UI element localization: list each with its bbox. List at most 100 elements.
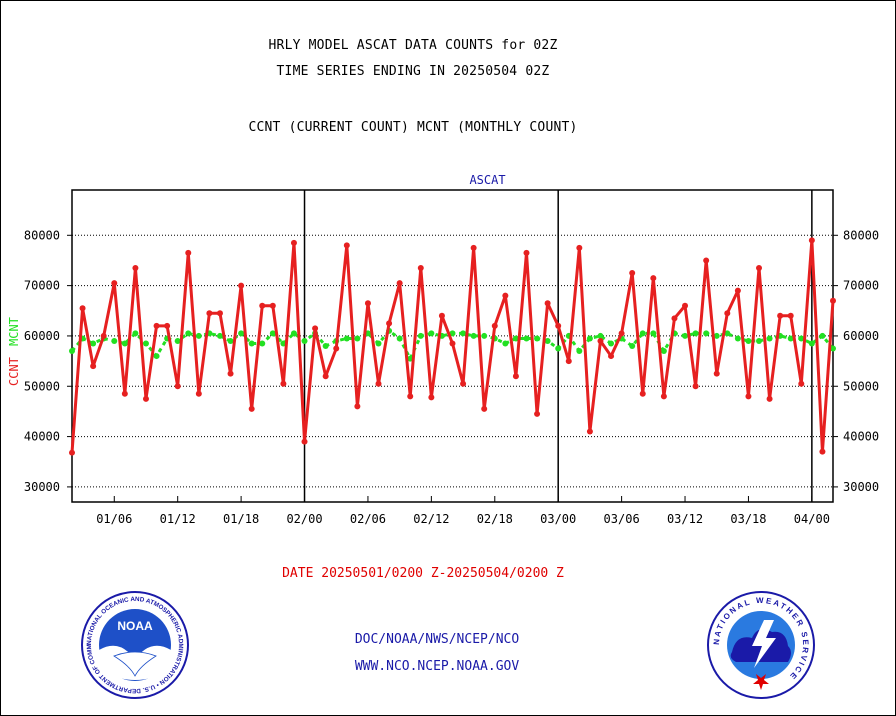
data-point-ccnt [90,363,97,370]
y-tick-label-left: 40000 [24,430,60,444]
data-point-ccnt [333,345,340,352]
data-point-mcnt [512,335,519,342]
y-axis-label-mcnt: MCNT [7,317,21,346]
data-point-ccnt [639,390,646,397]
y-tick-label-right: 40000 [843,430,879,444]
data-point-ccnt [69,449,75,456]
data-point-mcnt [586,335,593,342]
data-point-mcnt [819,332,826,339]
data-point-mcnt [660,348,667,355]
data-point-mcnt [756,337,763,344]
x-tick-label: 02/12 [413,512,449,526]
data-point-mcnt [238,330,245,337]
website-label: WWW.NCO.NCEP.NOAA.GOV [354,659,520,674]
data-point-ccnt [650,275,657,282]
data-point-ccnt [565,358,572,365]
data-point-mcnt [534,335,541,342]
data-point-ccnt [195,390,202,397]
data-point-ccnt [174,383,181,390]
data-point-ccnt [629,270,636,277]
data-point-ccnt [111,280,118,287]
data-point-ccnt [449,340,456,347]
data-point-mcnt [703,330,710,337]
data-point-ccnt [470,244,477,251]
data-point-ccnt [238,282,245,289]
data-point-mcnt [111,337,118,344]
data-point-mcnt [322,343,329,349]
data-point-ccnt [502,292,509,299]
data-point-ccnt [322,373,329,380]
data-point-ccnt [312,325,319,332]
data-point-mcnt [259,340,266,347]
data-point-mcnt [830,345,836,352]
data-point-ccnt [290,239,297,246]
data-point-ccnt [417,265,424,271]
y-tick-label-left: 50000 [24,379,60,393]
data-point-mcnt [460,330,467,337]
data-point-ccnt [227,370,234,377]
data-point-ccnt [269,302,276,309]
data-point-ccnt [132,265,139,271]
x-tick-label: 03/12 [667,512,703,526]
x-tick-label: 03/00 [540,512,576,526]
data-point-ccnt [534,410,541,417]
chart-title-line-1: HRLY MODEL ASCAT DATA COUNTS for 02Z [268,38,558,53]
data-point-mcnt [766,335,773,342]
x-tick-label: 02/06 [350,512,386,526]
y-tick-label-right: 70000 [843,279,879,293]
y-tick-label-left: 60000 [24,329,60,343]
y-tick-label-right: 80000 [843,228,879,242]
data-point-ccnt [660,393,667,400]
x-tick-label: 02/00 [286,512,322,526]
plot-title: ASCAT [469,173,505,187]
data-point-mcnt [724,330,731,337]
data-point-ccnt [597,337,604,344]
data-point-ccnt [576,244,583,251]
data-point-ccnt [512,373,519,380]
data-point-mcnt [301,337,308,344]
data-point-ccnt [745,393,752,400]
data-point-ccnt [491,322,498,329]
data-point-ccnt [756,265,763,271]
data-point-mcnt [195,332,202,339]
data-point-ccnt [734,287,741,294]
noaa-logo-text: NOAA [117,619,153,633]
data-point-ccnt [185,249,192,256]
y-tick-label-right: 60000 [843,329,879,343]
data-point-mcnt [734,335,741,342]
data-point-mcnt [69,348,75,355]
data-point-ccnt [460,380,467,387]
data-point-ccnt [153,322,160,329]
data-point-mcnt [745,337,752,344]
x-tick-label: 01/18 [223,512,259,526]
data-point-mcnt [174,337,181,344]
data-point-ccnt [206,310,213,317]
data-point-mcnt [639,330,646,337]
data-point-mcnt [470,332,477,339]
data-point-ccnt [438,312,445,319]
data-point-ccnt [692,383,699,390]
org-label: DOC/NOAA/NWS/NCEP/NCO [354,632,520,647]
data-point-mcnt [227,337,234,344]
data-point-ccnt [280,380,287,387]
data-point-mcnt [185,330,192,337]
data-point-ccnt [142,395,149,402]
data-point-mcnt [502,340,509,347]
y-tick-label-right: 50000 [843,379,879,393]
data-point-ccnt [819,448,826,455]
data-point-ccnt [586,428,593,435]
y-tick-label-left: 80000 [24,228,60,242]
data-point-mcnt [121,340,128,347]
data-point-mcnt [650,330,657,337]
y-tick-label-right: 30000 [843,480,879,494]
data-point-ccnt [364,300,371,307]
data-point-ccnt [830,297,836,304]
data-point-ccnt [100,332,107,339]
x-tick-label: 04/00 [794,512,830,526]
data-point-mcnt [523,335,530,342]
data-point-ccnt [164,322,171,329]
data-point-mcnt [481,332,488,339]
data-point-mcnt [269,330,276,337]
data-point-ccnt [428,394,435,401]
data-point-ccnt [216,310,223,317]
